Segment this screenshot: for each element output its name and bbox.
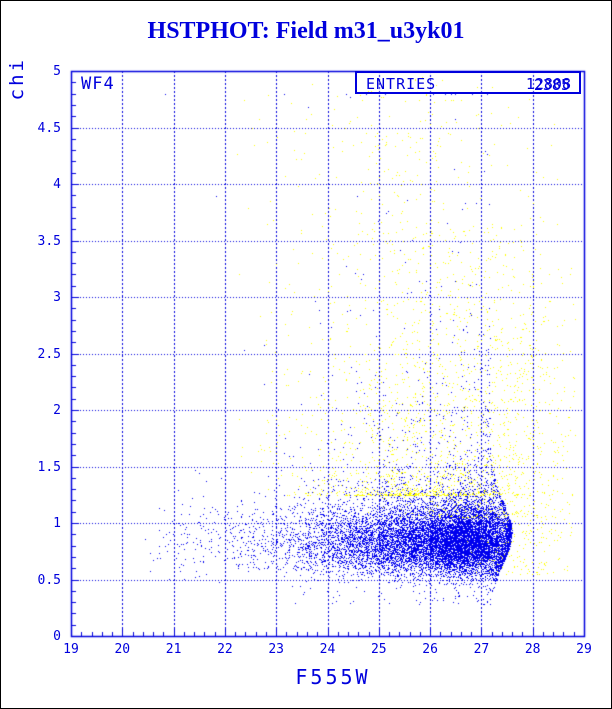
x-axis-label: F555W xyxy=(295,665,371,689)
entries-label: ENTRIES xyxy=(366,75,437,93)
entries-value-primary: 12808 xyxy=(525,75,571,93)
y-axis-label: chi xyxy=(6,57,28,101)
entries-value-secondary: 2385 xyxy=(533,76,570,94)
entries-values: 12808 2385 xyxy=(501,75,571,94)
detector-label: WF4 xyxy=(81,74,115,94)
entries-box: ENTRIES 12808 2385 xyxy=(355,71,581,94)
